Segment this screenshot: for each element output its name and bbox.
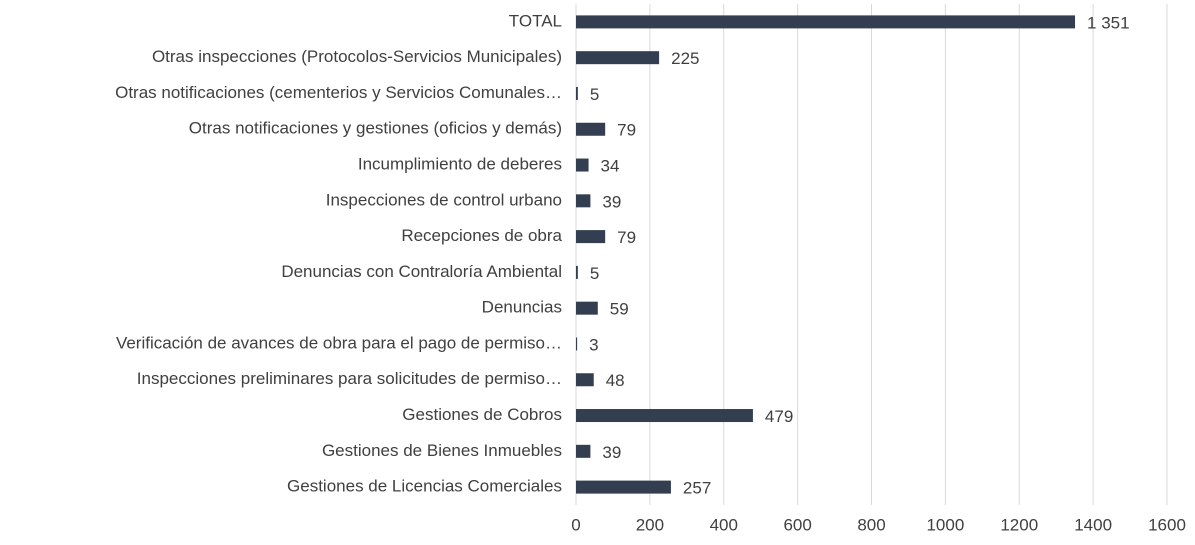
- x-tick-label: 0: [571, 515, 580, 534]
- x-tick-label: 1600: [1148, 515, 1186, 534]
- y-tick-label: Inspecciones preliminares para solicitud…: [137, 369, 562, 388]
- y-tick-label: Otras notificaciones (cementerios y Serv…: [115, 83, 562, 102]
- value-label: 79: [617, 121, 636, 140]
- y-tick-label: Recepciones de obra: [401, 226, 562, 245]
- y-tick-label: TOTAL: [509, 11, 562, 30]
- y-tick-label: Denuncias con Contraloría Ambiental: [281, 262, 562, 281]
- bar: [576, 194, 591, 208]
- bar: [576, 15, 1076, 29]
- value-label: 3: [589, 335, 598, 354]
- y-tick-label: Gestiones de Cobros: [402, 405, 562, 424]
- y-tick-label: Inspecciones de control urbano: [326, 190, 562, 209]
- bar: [576, 409, 753, 423]
- value-label: 5: [590, 85, 599, 104]
- y-tick-label: Gestiones de Licencias Comerciales: [287, 477, 562, 496]
- bar: [576, 158, 589, 172]
- value-label: 48: [606, 371, 625, 390]
- bar: [576, 301, 598, 315]
- y-tick-label: Otras notificaciones y gestiones (oficio…: [189, 119, 562, 138]
- x-tick-label: 800: [857, 515, 885, 534]
- bar: [576, 230, 606, 244]
- y-tick-label: Denuncias: [482, 298, 562, 317]
- bar: [576, 373, 594, 387]
- value-label: 39: [602, 443, 621, 462]
- value-label: 39: [602, 192, 621, 211]
- bar: [576, 337, 578, 351]
- value-label: 5: [590, 264, 599, 283]
- bar: [576, 480, 671, 494]
- y-tick-label: Verificación de avances de obra para el …: [116, 333, 562, 352]
- value-label: 1 351: [1087, 13, 1130, 32]
- value-label: 34: [601, 157, 620, 176]
- bar: [576, 86, 578, 100]
- value-label: 257: [683, 479, 711, 498]
- x-tick-label: 1400: [1074, 515, 1112, 534]
- value-label: 79: [617, 228, 636, 247]
- x-tick-label: 1200: [1000, 515, 1038, 534]
- bar: [576, 444, 591, 458]
- x-tick-label: 200: [636, 515, 664, 534]
- x-tick-label: 600: [783, 515, 811, 534]
- x-tick-label: 1000: [926, 515, 964, 534]
- x-tick-label: 400: [710, 515, 738, 534]
- y-tick-label: Otras inspecciones (Protocolos-Servicios…: [152, 47, 562, 66]
- bar: [576, 51, 660, 65]
- value-label: 59: [610, 300, 629, 319]
- value-label: 225: [671, 49, 699, 68]
- y-tick-label: Gestiones de Bienes Inmuebles: [322, 441, 562, 460]
- y-tick-label: Incumplimiento de deberes: [358, 155, 562, 174]
- bar: [576, 265, 578, 279]
- value-label: 479: [765, 407, 793, 426]
- bar: [576, 122, 606, 136]
